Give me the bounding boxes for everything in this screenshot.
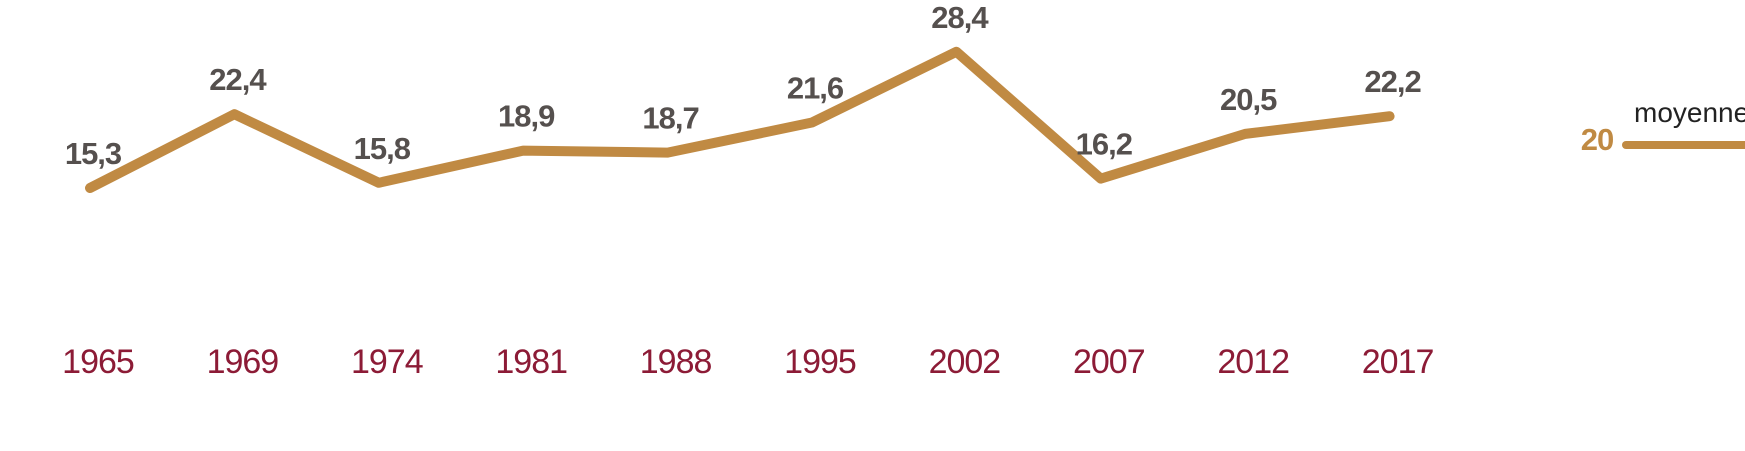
x-tick-label: 1981 [495, 343, 567, 381]
data-label: 22,2 [1364, 64, 1420, 99]
average-legend: 20 moyenne [1581, 97, 1745, 157]
data-label: 16,2 [1076, 127, 1132, 162]
data-label: 20,5 [1220, 82, 1277, 117]
data-label: 21,6 [787, 70, 844, 105]
average-label: moyenne [1634, 97, 1745, 128]
data-label: 15,3 [65, 136, 122, 171]
x-tick-label: 2002 [929, 343, 1001, 381]
x-tick-label: 2007 [1073, 343, 1145, 381]
data-label: 18,7 [642, 101, 698, 136]
x-tick-label: 2017 [1362, 343, 1434, 381]
x-tick-label: 1969 [207, 343, 279, 381]
average-value-label: 20 [1581, 122, 1613, 157]
data-label: 22,4 [209, 62, 267, 97]
series-line [85, 46, 1395, 193]
data-label: 18,9 [498, 99, 555, 134]
value-labels: 15,3 22,4 15,8 18,9 18,7 21,6 28,4 16,2 20,5 22,2 [65, 0, 1422, 171]
data-label: 15,8 [354, 131, 411, 166]
x-tick-label: 2012 [1217, 343, 1289, 381]
x-axis-labels: 1965 1969 1974 1981 1988 1995 2002 2007 2012 2017 [62, 343, 1434, 381]
x-tick-label: 1995 [784, 343, 856, 381]
x-tick-label: 1988 [640, 343, 712, 381]
x-tick-label: 1965 [62, 343, 134, 381]
data-label: 28,4 [931, 0, 989, 35]
x-tick-label: 1974 [351, 343, 423, 381]
